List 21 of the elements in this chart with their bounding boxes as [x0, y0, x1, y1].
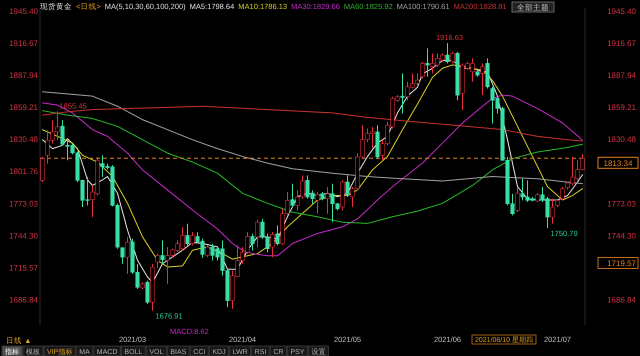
y2-tick-label: 1686.84 — [607, 296, 637, 305]
y-tick-label: 1945.40 — [9, 6, 39, 16]
y2-tick-label: 1773.03 — [607, 199, 637, 208]
y-tick-label: 1859.21 — [9, 103, 39, 112]
y2-tick-label: 1945.40 — [607, 6, 637, 16]
y2-tick-label: 1887.94 — [607, 71, 637, 80]
y-tick-label: 1887.94 — [9, 71, 39, 80]
y-tick-label: 1686.84 — [9, 296, 39, 305]
y-tick-label: 1916.67 — [9, 38, 39, 48]
y2-tick-label: 1719.57 — [607, 258, 637, 268]
y-tick-label: 1830.48 — [9, 135, 39, 144]
y-tick-label: 1744.30 — [9, 231, 39, 240]
y2-tick-label: 1859.21 — [607, 103, 637, 112]
line-series — [42, 110, 583, 224]
y2-tick-label: 1916.67 — [607, 38, 637, 48]
y-tick-label: 1715.57 — [9, 263, 39, 272]
y-tick-label: 1773.03 — [9, 199, 39, 208]
y-tick-label: 1801.76 — [9, 167, 39, 176]
y2-tick-label: 1830.48 — [607, 135, 637, 144]
ref-line-label: 1813.34 — [604, 158, 634, 168]
y2-tick-label: 1744.30 — [607, 231, 637, 240]
